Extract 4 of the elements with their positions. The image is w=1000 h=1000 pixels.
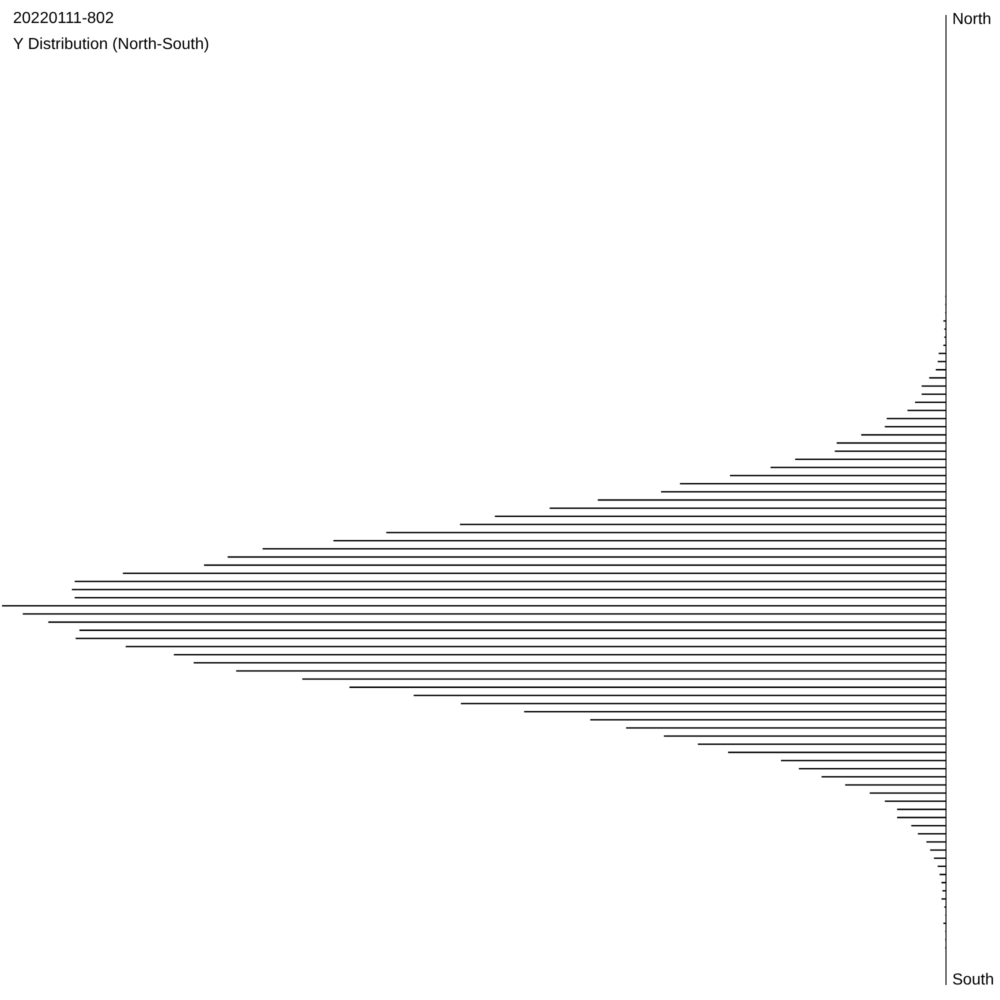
chart-title: 20220111-802 (13, 10, 114, 28)
text: Y Distribution (North-South) (13, 36, 210, 54)
y-tick-label: North (952, 11, 992, 28)
y-tick-label: South (952, 972, 994, 989)
